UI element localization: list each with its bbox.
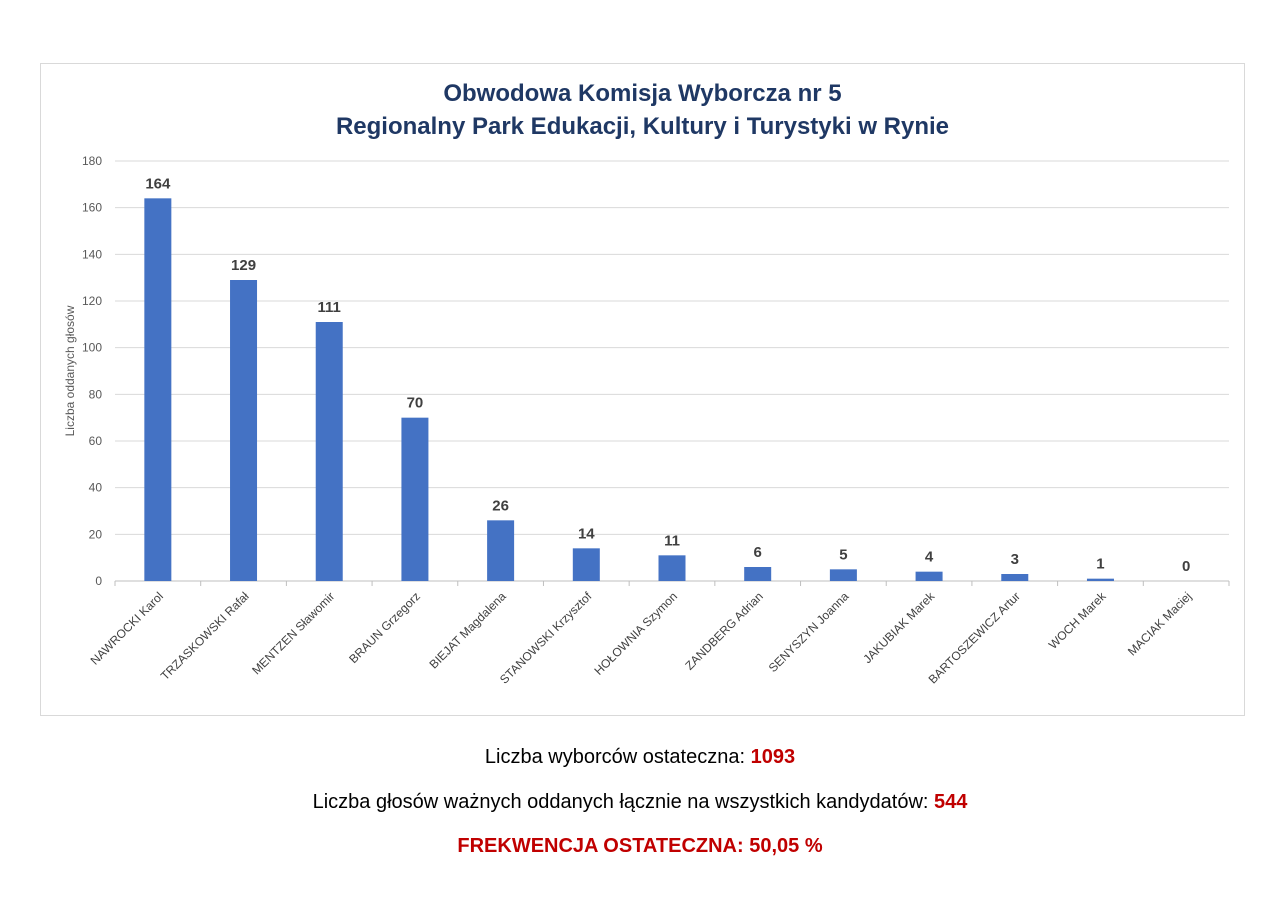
y-tick-label: 40 [89, 481, 103, 495]
category-label: MACIAK Maciej [1125, 589, 1194, 658]
bar [572, 548, 600, 581]
bar [829, 569, 857, 581]
data-label: 6 [754, 544, 762, 561]
data-label: 111 [318, 299, 341, 316]
data-label: 0 [1182, 558, 1190, 575]
valid-votes-value: 544 [934, 791, 968, 813]
valid-votes-label: Liczba głosów ważnych oddanych łącznie n… [312, 791, 935, 813]
turnout-line: FREKWENCJA OSTATECZNA: 50,05 % [457, 835, 823, 857]
data-label: 14 [578, 525, 595, 542]
category-label: ZANDBERG Adrian [682, 589, 765, 672]
data-label: 5 [839, 546, 847, 563]
category-label: HOŁOWNIA Szymon [591, 589, 680, 678]
bar [1086, 578, 1114, 581]
category-label: BIEJAT Magdalena [427, 589, 509, 671]
data-label: 70 [407, 395, 424, 412]
bar [744, 567, 772, 581]
bar [144, 198, 172, 582]
voters-count-line: Liczba wyborców ostateczna: 1093 [0, 746, 1280, 769]
data-label: 4 [925, 549, 934, 566]
valid-votes-line: Liczba głosów ważnych oddanych łącznie n… [0, 791, 1280, 814]
y-tick-label: 20 [89, 527, 103, 541]
category-label: BRAUN Grzegorz [346, 589, 423, 666]
y-axis-title: Liczba oddanych głosów [63, 305, 77, 436]
y-tick-label: 0 [95, 574, 102, 588]
data-label: 164 [145, 175, 171, 192]
y-tick-label: 120 [82, 294, 102, 308]
category-label: NAWROCKI Karol [88, 589, 166, 667]
y-tick-label: 180 [82, 154, 102, 168]
bar [1001, 574, 1029, 581]
category-label: STANOWSKI Krzysztof [497, 589, 595, 687]
data-label: 1 [1096, 556, 1104, 573]
category-label: SENYSZYN Joanna [766, 589, 852, 675]
bar [487, 520, 515, 581]
category-label: BARTOSZEWICZ Artur [926, 589, 1023, 686]
bar [658, 555, 686, 581]
y-tick-label: 160 [82, 201, 102, 215]
data-label: 11 [664, 532, 680, 549]
category-label: MENTZEN Sławomir [249, 589, 337, 677]
bar [915, 571, 943, 581]
bar [230, 280, 258, 581]
voters-value: 1093 [750, 746, 796, 768]
y-tick-label: 140 [82, 247, 102, 261]
bar [315, 322, 343, 581]
chart-subtitle: Regionalny Park Edukacji, Kultury i Tury… [335, 113, 950, 140]
y-tick-label: 60 [89, 434, 103, 448]
y-tick-label: 80 [89, 387, 103, 401]
data-label: 26 [492, 497, 509, 514]
category-label: WOCH Marek [1046, 589, 1109, 652]
bar [401, 417, 429, 581]
chart-title: Obwodowa Komisja Wyborcza nr 5 [443, 80, 842, 107]
category-label: TRZASKOWSKI Rafał [158, 589, 252, 683]
data-label: 3 [1011, 551, 1019, 568]
voters-label: Liczba wyborców ostateczna: [484, 746, 751, 768]
category-label: JAKUBIAK Marek [860, 589, 938, 667]
data-label: 129 [231, 257, 256, 274]
y-tick-label: 100 [82, 341, 102, 355]
